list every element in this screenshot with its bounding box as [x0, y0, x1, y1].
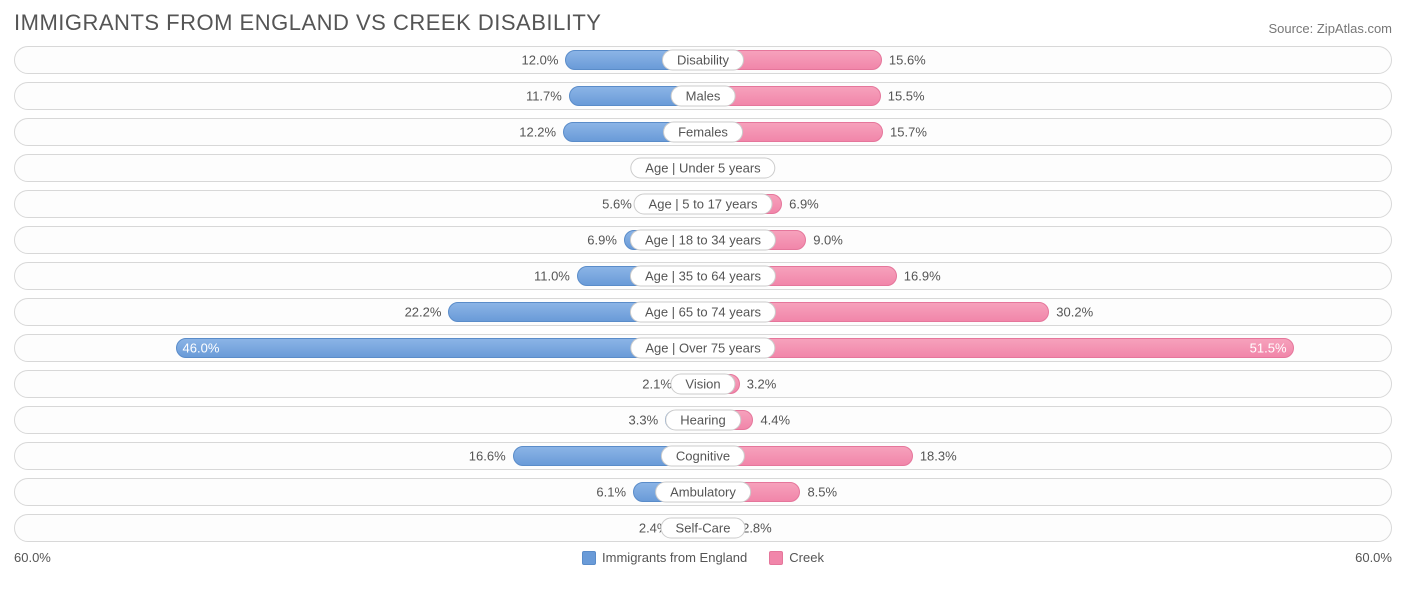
chart-row: 12.0% 15.6% Disability [14, 46, 1392, 74]
chart-row: 6.1% 8.5% Ambulatory [14, 478, 1392, 506]
category-label: Disability [662, 50, 744, 71]
category-label: Age | 35 to 64 years [630, 266, 776, 287]
chart-row: 12.2% 15.7% Females [14, 118, 1392, 146]
chart-legend: Immigrants from England Creek [582, 550, 824, 565]
chart-row: 1.4%1.6%Age | Under 5 years [14, 154, 1392, 182]
category-label: Hearing [665, 410, 741, 431]
value-right: 9.0% [813, 233, 843, 248]
value-left: 12.2% [519, 125, 556, 140]
category-label: Self-Care [661, 518, 746, 539]
value-left: 11.0% [534, 269, 570, 284]
diverging-bar-chart: 12.0% 15.6% Disability 11.7% 15.5% Males 12.2%… [14, 46, 1392, 542]
value-right: 3.2% [747, 377, 777, 392]
category-label: Males [671, 86, 736, 107]
value-right: 15.5% [888, 89, 925, 104]
legend-item-left: Immigrants from England [582, 550, 747, 565]
value-right: 18.3% [920, 449, 957, 464]
value-left: 12.0% [522, 53, 559, 68]
axis-max-left: 60.0% [14, 550, 51, 565]
category-label: Females [663, 122, 743, 143]
chart-row: 2.1% 3.2% Vision [14, 370, 1392, 398]
value-right: 4.4% [760, 413, 790, 428]
value-left: 3.3% [629, 413, 659, 428]
value-left: 16.6% [469, 449, 506, 464]
category-label: Age | 5 to 17 years [634, 194, 773, 215]
category-label: Vision [670, 374, 735, 395]
legend-swatch-blue [582, 551, 596, 565]
chart-row: 2.4%2.8%Self-Care [14, 514, 1392, 542]
value-right: 6.9% [789, 197, 819, 212]
bar-left: 46.0% [176, 338, 703, 358]
axis-max-right: 60.0% [1355, 550, 1392, 565]
category-label: Age | Under 5 years [630, 158, 775, 179]
value-left: 46.0% [183, 341, 220, 356]
value-right: 15.6% [889, 53, 926, 68]
category-label: Age | 65 to 74 years [630, 302, 776, 323]
chart-title: IMMIGRANTS FROM ENGLAND VS CREEK DISABIL… [14, 10, 601, 36]
value-right: 2.8% [742, 521, 772, 536]
chart-row: 22.2% 30.2% Age | 65 to 74 years [14, 298, 1392, 326]
chart-row: 5.6% 6.9% Age | 5 to 17 years [14, 190, 1392, 218]
legend-label-left: Immigrants from England [602, 550, 747, 565]
legend-label-right: Creek [789, 550, 824, 565]
bar-right: 51.5% [703, 338, 1294, 358]
value-right: 8.5% [807, 485, 837, 500]
category-label: Cognitive [661, 446, 745, 467]
value-right: 30.2% [1056, 305, 1093, 320]
value-left: 6.1% [596, 485, 626, 500]
chart-row: 6.9% 9.0% Age | 18 to 34 years [14, 226, 1392, 254]
legend-swatch-pink [769, 551, 783, 565]
chart-row: 16.6% 18.3% Cognitive [14, 442, 1392, 470]
chart-row: 11.7% 15.5% Males [14, 82, 1392, 110]
chart-source: Source: ZipAtlas.com [1268, 21, 1392, 36]
value-left: 22.2% [405, 305, 442, 320]
category-label: Age | 18 to 34 years [630, 230, 776, 251]
value-left: 5.6% [602, 197, 632, 212]
value-left: 11.7% [526, 89, 562, 104]
value-right: 16.9% [904, 269, 941, 284]
category-label: Age | Over 75 years [630, 338, 775, 359]
chart-row: 46.0% 51.5% Age | Over 75 years [14, 334, 1392, 362]
chart-header: IMMIGRANTS FROM ENGLAND VS CREEK DISABIL… [14, 10, 1392, 36]
category-label: Ambulatory [655, 482, 751, 503]
legend-item-right: Creek [769, 550, 824, 565]
chart-row: 11.0% 16.9% Age | 35 to 64 years [14, 262, 1392, 290]
chart-footer: 60.0% Immigrants from England Creek 60.0… [14, 550, 1392, 565]
chart-row: 3.3% 4.4% Hearing [14, 406, 1392, 434]
value-right: 51.5% [1250, 341, 1287, 356]
value-left: 6.9% [587, 233, 617, 248]
value-right: 15.7% [890, 125, 927, 140]
value-left: 2.1% [642, 377, 672, 392]
